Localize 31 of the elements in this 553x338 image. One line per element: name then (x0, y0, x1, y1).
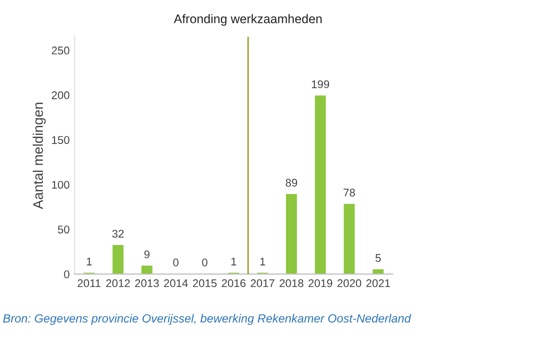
data-label: 89 (286, 178, 298, 187)
x-tick-label: 2013 (135, 279, 159, 288)
data-label: 199 (312, 80, 330, 88)
x-tick-label: 2011 (78, 279, 101, 288)
x-tick-label: 2020 (337, 279, 362, 288)
data-label: 0 (173, 258, 178, 266)
data-label: 0 (202, 258, 208, 266)
data-label: 1 (231, 258, 236, 266)
x-tick-label: 2021 (366, 279, 390, 288)
data-label: 1 (260, 258, 266, 266)
x-tick-label: 2014 (164, 279, 188, 288)
x-tick-label: 2017 (250, 279, 274, 288)
y-tick-label: 250 (52, 46, 70, 54)
text: Bron: Gegevens provincie Overijssel, bewerking Rekenkamer Oost-Nederland (3, 314, 412, 325)
data-label: 78 (344, 188, 355, 197)
x-tick-label: 2015 (192, 279, 217, 288)
y-tick-label: 50 (58, 226, 70, 234)
x-tick-label: 2016 (222, 279, 246, 288)
data-label: 5 (376, 254, 381, 262)
y-tick-label: 0 (64, 270, 70, 278)
y-tick-label: 150 (52, 136, 70, 144)
y-tick-label: 100 (52, 180, 70, 189)
y-axis-title: Aantal meldingen (32, 102, 46, 210)
y-tick-label: 200 (52, 91, 70, 100)
ref-line-label: Afronding werkzaamheden (174, 14, 322, 26)
data-label: 32 (112, 230, 124, 238)
x-tick-label: 2012 (106, 279, 130, 288)
data-label: 9 (144, 250, 150, 258)
data-label: 1 (86, 258, 92, 266)
x-tick-label: 2018 (280, 279, 304, 288)
x-tick-label: 2019 (308, 279, 332, 288)
